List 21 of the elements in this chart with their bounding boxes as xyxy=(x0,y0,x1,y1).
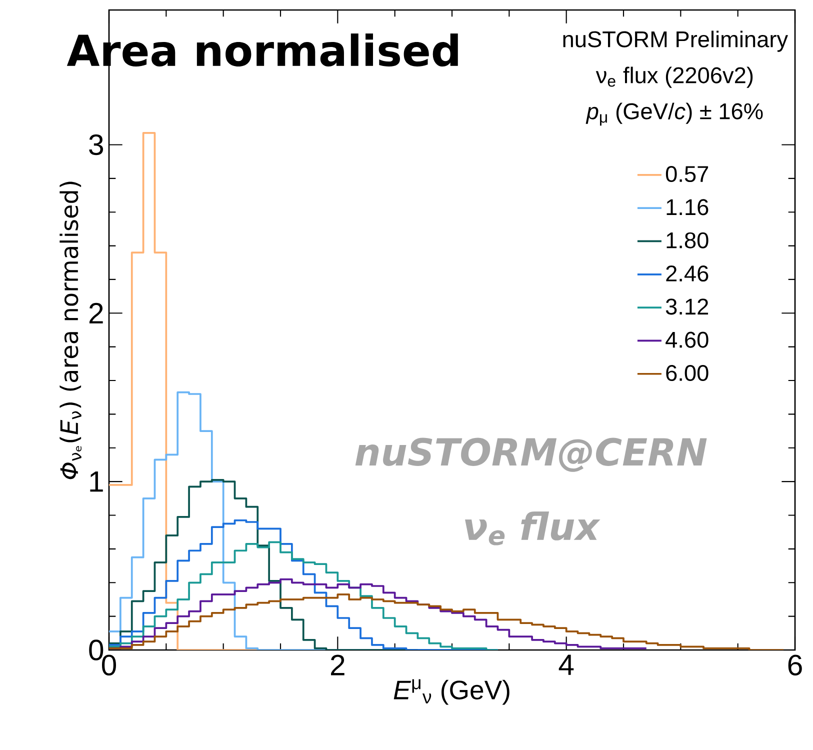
y-tick-label: 1 xyxy=(90,471,103,492)
annotation: nuSTORM@CERN xyxy=(355,438,707,472)
legend-label: 1.80 xyxy=(666,232,708,248)
y-axis-title: Φ$_{νₑ}$(E$_{ν}$) (area normalised) xyxy=(60,182,82,480)
legend-title: p$_{μ}$ (GeV/c) ± 16% xyxy=(586,102,763,126)
y-tick-label: 3 xyxy=(89,134,104,156)
legend-label: 6.00 xyxy=(666,364,708,382)
legend-label: 1.16 xyxy=(666,199,708,216)
x-tick-label: 4 xyxy=(558,654,574,675)
x-tick-label: 6 xyxy=(788,654,802,676)
legend-label: 3.12 xyxy=(666,298,708,315)
x-axis-title: E$^{μ}$$_{ν}$ (GeV) xyxy=(394,679,510,705)
legend-label: 4.60 xyxy=(666,332,708,348)
y-tick-label: 0 xyxy=(89,640,104,660)
annotation: ν$_{e}$ flux (2206v2) xyxy=(596,66,753,88)
annotation: nuSTORM Preliminary xyxy=(563,30,788,52)
y-tick-label: 2 xyxy=(89,302,103,324)
x-tick-label: 2 xyxy=(331,654,344,676)
legend-label: 0.57 xyxy=(666,166,708,182)
legend-label: 2.46 xyxy=(666,265,708,282)
annotation: ν$_{e}$ flux xyxy=(465,512,600,546)
